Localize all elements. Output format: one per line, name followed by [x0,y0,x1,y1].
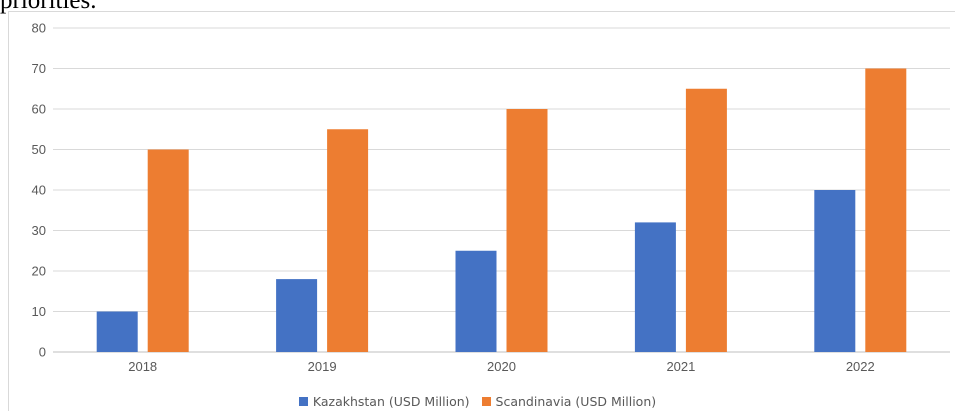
legend-item-scandinavia: Scandinavia (USD Million) [481,394,657,409]
bar-kazakhstan-2019 [276,279,318,352]
bar-kazakhstan-2022 [814,190,856,352]
chart-frame [8,11,955,411]
bar-scandinavia-2022 [865,68,907,352]
gridlines [53,27,950,353]
x-tick-label: 2018 [128,359,157,374]
x-axis-ticks: 2018 2019 2020 2021 2022 [128,359,875,374]
x-tick-label: 2021 [666,359,695,374]
y-tick-label: 20 [32,264,46,279]
x-tick-label: 2022 [846,359,875,374]
y-tick-label: 80 [32,21,46,36]
legend: Kazakhstan (USD Million) Scandinavia (US… [0,394,955,409]
y-tick-label: 50 [32,142,46,157]
bar-kazakhstan-2021 [634,222,676,352]
legend-swatch-scandinavia [481,397,491,406]
bar-kazakhstan-2018 [96,311,138,352]
y-tick-label: 40 [32,183,46,198]
x-tick-label: 2020 [487,359,516,374]
legend-label-scandinavia: Scandinavia (USD Million) [495,394,657,409]
y-tick-label: 60 [32,102,46,117]
bars [96,68,907,352]
y-tick-label: 30 [32,223,46,238]
clipped-heading-text: priorities. [0,0,97,14]
y-tick-label: 70 [32,61,46,76]
bar-scandinavia-2019 [327,129,369,352]
bar-scandinavia-2020 [506,109,548,352]
y-tick-label: 10 [32,304,46,319]
legend-label-kazakhstan: Kazakhstan (USD Million) [312,394,470,409]
y-axis-ticks: 0 10 20 30 40 50 60 70 80 [32,21,46,360]
bar-scandinavia-2021 [685,88,727,352]
legend-swatch-kazakhstan [298,397,308,406]
legend-item-kazakhstan: Kazakhstan (USD Million) [298,394,470,409]
x-tick-label: 2019 [308,359,337,374]
bar-scandinavia-2018 [147,149,189,352]
y-tick-label: 0 [39,345,46,360]
bar-kazakhstan-2020 [455,250,497,352]
